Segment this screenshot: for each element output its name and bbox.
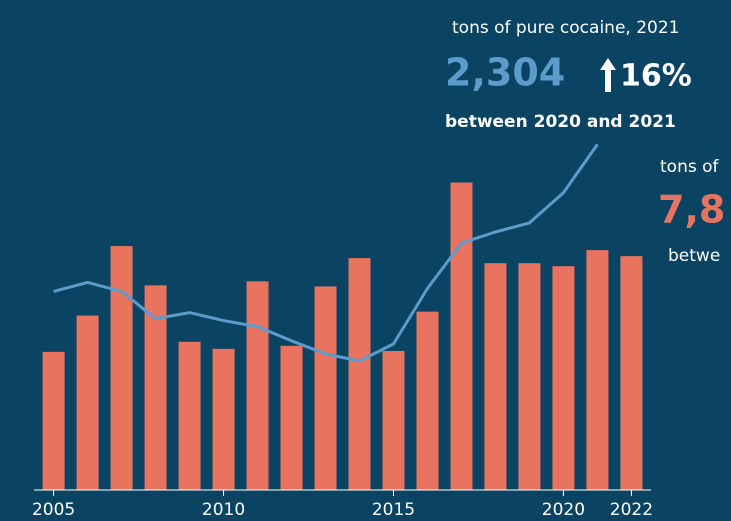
bar [416,311,439,490]
bar [314,286,337,490]
bar [450,182,473,490]
x-tick-label: 2022 [610,500,653,520]
bar [484,263,507,490]
annotation-value: 7,8 [658,188,725,232]
bar [212,348,235,490]
annotation-change: 16% [620,59,692,94]
bar [144,285,167,490]
annotation: tons of [660,157,720,177]
x-tick-label: 2015 [372,500,415,520]
bar [42,351,65,490]
bar [552,266,575,490]
x-tick-label: 2005 [32,500,75,520]
bar [586,250,609,490]
up-arrow [600,58,616,92]
bar [178,341,201,490]
bar [110,246,133,490]
annotation: tons of pure cocaine, 2021 [452,18,679,38]
annotation-value: 2,304 [445,51,565,95]
bar [382,350,405,490]
bar [518,263,541,490]
line [53,143,599,363]
x-tick-label: 2020 [542,500,585,520]
bar [620,256,643,490]
bar [76,315,99,490]
annotation: between 2020 and 2021 [445,112,676,132]
bar [246,281,269,490]
x-tick-label: 2010 [202,500,245,520]
annotation: betwe [668,246,720,266]
plot-area: 2005 2010 2015 2020 2022 [32,143,653,520]
bar [280,345,303,490]
bar [348,258,371,490]
